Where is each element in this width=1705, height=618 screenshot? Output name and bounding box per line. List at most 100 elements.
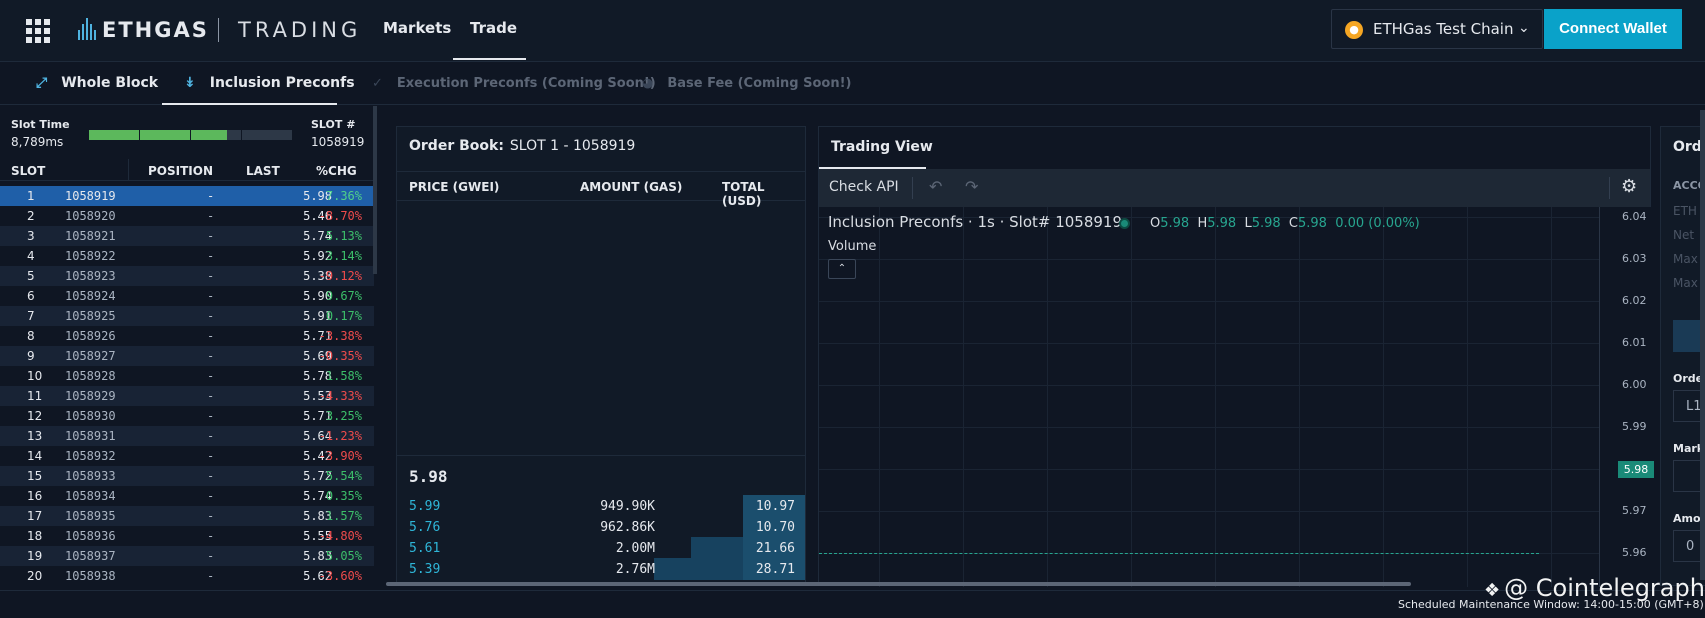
slot-index: 11 xyxy=(27,389,43,403)
slot-row[interactable]: 19 1058937 - 5.83 5.05% xyxy=(0,546,374,566)
ethgas-logo-icon xyxy=(78,18,96,40)
bid-total: 10.70 xyxy=(755,520,795,535)
slot-list-scrollbar[interactable] xyxy=(373,106,377,274)
order-book-row[interactable]: 5.99 949.90K 10.97 xyxy=(397,495,805,517)
slot-change: -1.23% xyxy=(318,429,362,443)
tab-label: Base Fee (Coming Soon!) xyxy=(667,76,852,91)
slot-row[interactable]: 10 1058928 - 5.78 1.58% xyxy=(0,366,374,386)
connect-wallet-button[interactable]: Connect Wallet xyxy=(1544,9,1682,49)
slot-row[interactable]: 2 1058920 - 5.46 -8.70% xyxy=(0,206,374,226)
market-input[interactable] xyxy=(1673,460,1705,492)
nav-active-indicator xyxy=(453,58,526,60)
slot-row[interactable]: 12 1058930 - 5.71 3.25% xyxy=(0,406,374,426)
order-book-row[interactable]: 5.39 2.76M 28.71 xyxy=(397,558,805,580)
slot-position: - xyxy=(207,269,215,283)
expand-arrows-icon: ⤢ xyxy=(36,75,48,91)
slot-row[interactable]: 9 1058927 - 5.69 -0.35% xyxy=(0,346,374,366)
slot-index: 15 xyxy=(27,469,43,483)
slot-last-price: 5.53 xyxy=(303,389,332,403)
tab-trading-view[interactable]: Trading View xyxy=(831,139,933,155)
slot-number: 1058926 xyxy=(65,329,116,343)
amount-input[interactable]: 0 xyxy=(1673,530,1705,562)
slot-last-price: 5.92 xyxy=(303,249,332,263)
total-bar xyxy=(743,537,805,559)
tab-inclusion-preconfs[interactable]: ↡ Inclusion Preconfs xyxy=(184,75,355,91)
slot-number: 1058924 xyxy=(65,289,116,303)
slot-row[interactable]: 1 1058919 - 5.98 7.36% xyxy=(0,186,374,206)
max-label-2: Max xyxy=(1673,276,1698,290)
grid-line xyxy=(819,469,1599,470)
nav-trade[interactable]: Trade xyxy=(470,19,518,37)
maintenance-notice: Scheduled Maintenance Window: 14:00-15:0… xyxy=(1398,598,1704,611)
slot-table-body: 1 1058919-5.98 7.36% 2 1058920-5.46 -8.70% 3 10… xyxy=(0,186,374,586)
slot-row[interactable]: 15 1058933 - 5.72 5.54% xyxy=(0,466,374,486)
gear-icon[interactable]: ⚙ xyxy=(1621,176,1638,197)
page-scrollbar[interactable] xyxy=(1700,110,1705,580)
slot-number: 1058931 xyxy=(65,429,116,443)
order-type-label: Orde xyxy=(1673,372,1704,385)
tab-execution-preconfs: ✓ Execution Preconfs (Coming Soon!) xyxy=(372,76,656,91)
chain-selector[interactable]: ● ETHGas Test Chain ⌄ xyxy=(1331,9,1543,49)
slot-index: 20 xyxy=(27,569,43,583)
slot-row[interactable]: 18 1058936 - 5.55 -4.80% xyxy=(0,526,374,546)
slot-row[interactable]: 3 1058921 - 5.74 5.13% xyxy=(0,226,374,246)
slot-row[interactable]: 7 1058925 - 5.91 0.17% xyxy=(0,306,374,326)
order-entry-title: Orde xyxy=(1673,139,1705,155)
slot-index: 1 xyxy=(27,189,35,203)
col-price: PRICE (GWEI) xyxy=(409,180,500,194)
app-grid-icon[interactable] xyxy=(26,19,50,43)
slot-row[interactable]: 20 1058938 - 5.62 -3.60% xyxy=(0,566,374,586)
slot-change: 1.58% xyxy=(325,369,362,383)
toolbar-divider xyxy=(912,177,913,199)
nav-markets[interactable]: Markets xyxy=(383,19,452,37)
slot-row[interactable]: 8 1058926 - 5.71 -3.38% xyxy=(0,326,374,346)
market-label: Mark xyxy=(1673,442,1705,455)
slot-last-price: 5.71 xyxy=(303,329,332,343)
total-bar xyxy=(743,558,805,580)
progress-tick xyxy=(139,130,140,140)
slot-last-price: 5.69 xyxy=(303,349,332,363)
order-book-last-price: 5.98 xyxy=(397,455,805,495)
slot-row[interactable]: 17 1058935 - 5.83 1.57% xyxy=(0,506,374,526)
bid-amount: 962.86K xyxy=(600,520,655,535)
slot-row[interactable]: 16 1058934 - 5.74 0.35% xyxy=(0,486,374,506)
slot-change: -3.60% xyxy=(318,569,362,583)
slot-last-price: 5.64 xyxy=(303,429,332,443)
order-book-row[interactable]: 5.61 2.00M 21.66 xyxy=(397,537,805,559)
slot-row[interactable]: 13 1058931 - 5.64 -1.23% xyxy=(0,426,374,446)
brand-name[interactable]: ETHGAS xyxy=(102,18,209,42)
slot-position: - xyxy=(207,369,215,383)
slot-row[interactable]: 14 1058932 - 5.42 -3.90% xyxy=(0,446,374,466)
ohlc-open: 5.98 xyxy=(1160,216,1190,231)
slot-last-price: 5.91 xyxy=(303,309,332,323)
last-price-tag: 5.98 xyxy=(1618,461,1654,478)
bid-total: 28.71 xyxy=(755,562,795,577)
slot-list-panel: Slot Time 8,789ms SLOT # 1058919 SLOT PO… xyxy=(0,106,378,586)
undo-icon[interactable]: ↶ xyxy=(929,177,943,196)
redo-icon[interactable]: ↷ xyxy=(965,177,979,196)
slot-position: - xyxy=(207,409,215,423)
price-chart[interactable]: Inclusion Preconfs · 1s · Slot# 1058919 … xyxy=(819,207,1599,587)
progress-tick xyxy=(241,130,242,140)
slot-row[interactable]: 11 1058929 - 5.53 -4.33% xyxy=(0,386,374,406)
check-api-button[interactable]: Check API xyxy=(829,179,899,195)
slot-row[interactable]: 5 1058923 - 5.38 -9.12% xyxy=(0,266,374,286)
slot-row[interactable]: 4 1058922 - 5.92 3.14% xyxy=(0,246,374,266)
slot-time-value: 8,789ms xyxy=(11,135,64,149)
slot-number: 1058937 xyxy=(65,549,116,563)
order-book-row[interactable]: 5.76 962.86K 10.70 xyxy=(397,516,805,538)
slot-position: - xyxy=(207,329,215,343)
slot-number: 1058927 xyxy=(65,349,116,363)
horizontal-scrollbar[interactable] xyxy=(386,582,1411,586)
tab-whole-block[interactable]: ⤢ Whole Block xyxy=(36,75,158,91)
slot-change: 3.25% xyxy=(325,409,362,423)
order-type-select[interactable]: L1 xyxy=(1673,390,1705,422)
side-toggle[interactable] xyxy=(1673,320,1705,352)
price-axis[interactable]: 6.04 6.03 6.02 6.01 6.00 5.99 5.98 5.97 5.96 xyxy=(1599,207,1654,587)
slot-row[interactable]: 6 1058924 - 5.90 9.67% xyxy=(0,286,374,306)
slot-change: -9.12% xyxy=(318,269,362,283)
tab-active-indicator xyxy=(819,167,926,169)
collapse-volume-button[interactable]: ⌃ xyxy=(828,259,856,279)
slot-position: - xyxy=(207,469,215,483)
slot-last-price: 5.98 xyxy=(303,189,332,203)
